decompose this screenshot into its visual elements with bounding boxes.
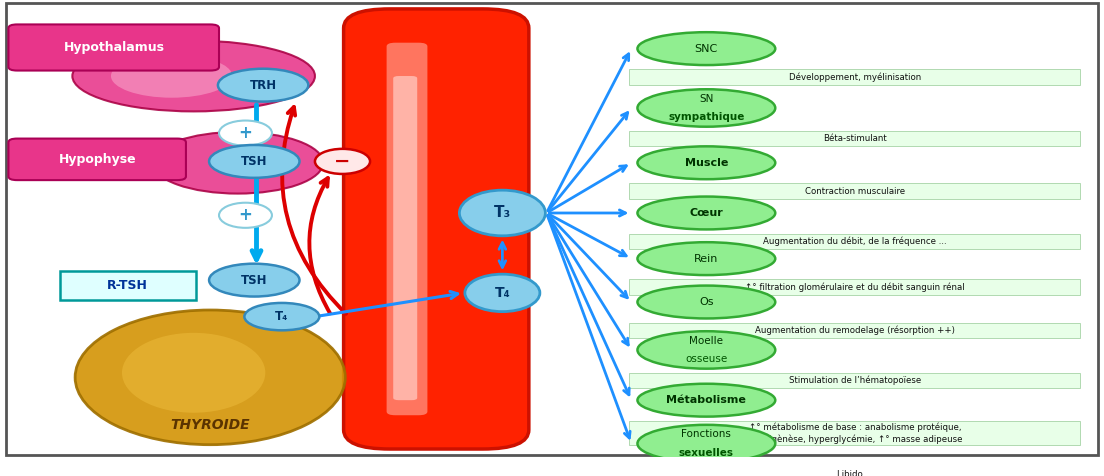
FancyBboxPatch shape bbox=[629, 183, 1080, 199]
Text: T₃: T₃ bbox=[493, 206, 511, 220]
Text: Stimulation de l’hématopoïese: Stimulation de l’hématopoïese bbox=[789, 376, 922, 385]
Text: Rein: Rein bbox=[694, 254, 719, 264]
Ellipse shape bbox=[152, 132, 323, 194]
Ellipse shape bbox=[315, 149, 370, 174]
Text: sympathique: sympathique bbox=[668, 112, 744, 122]
Text: T₄: T₄ bbox=[495, 286, 510, 300]
Text: TSH: TSH bbox=[241, 274, 267, 287]
Text: Libido ...: Libido ... bbox=[837, 470, 873, 476]
Text: sexuelles: sexuelles bbox=[679, 448, 734, 458]
FancyBboxPatch shape bbox=[629, 279, 1080, 295]
Ellipse shape bbox=[75, 310, 346, 445]
FancyBboxPatch shape bbox=[393, 76, 417, 400]
Ellipse shape bbox=[219, 120, 272, 146]
Text: Fonctions: Fonctions bbox=[681, 429, 731, 439]
Text: Hypothalamus: Hypothalamus bbox=[64, 41, 164, 54]
Text: Os: Os bbox=[699, 297, 713, 307]
Ellipse shape bbox=[637, 242, 775, 275]
Text: R-TSH: R-TSH bbox=[107, 279, 148, 292]
Text: +: + bbox=[238, 206, 253, 224]
Ellipse shape bbox=[637, 425, 775, 462]
Text: T₄: T₄ bbox=[275, 310, 288, 323]
Ellipse shape bbox=[637, 331, 775, 369]
Ellipse shape bbox=[73, 40, 315, 111]
Text: Augmentation du débit, de la fréquence ...: Augmentation du débit, de la fréquence .… bbox=[763, 237, 947, 246]
Text: Contraction musculaire: Contraction musculaire bbox=[805, 187, 905, 196]
FancyBboxPatch shape bbox=[61, 271, 195, 300]
Text: Moelle: Moelle bbox=[689, 336, 723, 346]
FancyBboxPatch shape bbox=[9, 139, 185, 180]
FancyBboxPatch shape bbox=[386, 43, 427, 415]
Ellipse shape bbox=[209, 145, 299, 178]
Text: ↑° métabolisme de base : anabolisme protéique,
calorigènèse, hyperglycémie, ↑° m: ↑° métabolisme de base : anabolisme prot… bbox=[749, 422, 963, 444]
Text: −: − bbox=[335, 152, 351, 171]
FancyBboxPatch shape bbox=[629, 234, 1080, 249]
FancyBboxPatch shape bbox=[9, 24, 219, 70]
Text: Augmentation du remodelage (résorption ++): Augmentation du remodelage (résorption +… bbox=[755, 326, 955, 335]
Text: Béta-stimulant: Béta-stimulant bbox=[824, 134, 888, 143]
FancyBboxPatch shape bbox=[629, 373, 1080, 388]
FancyBboxPatch shape bbox=[629, 421, 1080, 445]
Ellipse shape bbox=[637, 32, 775, 65]
Ellipse shape bbox=[637, 89, 775, 127]
Ellipse shape bbox=[112, 54, 232, 98]
Ellipse shape bbox=[465, 274, 540, 312]
FancyBboxPatch shape bbox=[629, 69, 1080, 85]
FancyBboxPatch shape bbox=[7, 3, 1097, 455]
FancyBboxPatch shape bbox=[343, 9, 529, 449]
Text: THYROIDE: THYROIDE bbox=[170, 418, 250, 432]
Ellipse shape bbox=[244, 303, 319, 330]
Ellipse shape bbox=[459, 190, 545, 236]
Ellipse shape bbox=[209, 264, 299, 297]
Text: TSH: TSH bbox=[241, 155, 267, 168]
Text: Muscle: Muscle bbox=[684, 158, 728, 168]
Text: TRH: TRH bbox=[250, 79, 277, 92]
FancyBboxPatch shape bbox=[629, 131, 1080, 146]
Text: Développement, myélinisation: Développement, myélinisation bbox=[789, 72, 922, 82]
Text: Métabolisme: Métabolisme bbox=[667, 395, 746, 405]
Text: SN: SN bbox=[699, 94, 713, 104]
Ellipse shape bbox=[637, 146, 775, 179]
Text: osseuse: osseuse bbox=[686, 354, 728, 364]
Text: SNC: SNC bbox=[694, 44, 718, 54]
FancyBboxPatch shape bbox=[629, 466, 1080, 476]
Ellipse shape bbox=[637, 384, 775, 416]
Text: Cœur: Cœur bbox=[690, 208, 723, 218]
Text: ↑° filtration glomérulaire et du débit sanguin rénal: ↑° filtration glomérulaire et du débit s… bbox=[745, 282, 965, 292]
Ellipse shape bbox=[219, 203, 272, 228]
Ellipse shape bbox=[217, 69, 308, 101]
FancyBboxPatch shape bbox=[629, 323, 1080, 338]
Ellipse shape bbox=[637, 286, 775, 318]
Ellipse shape bbox=[637, 197, 775, 229]
FancyArrowPatch shape bbox=[283, 107, 346, 314]
Ellipse shape bbox=[121, 333, 265, 413]
Text: Hypophyse: Hypophyse bbox=[59, 153, 137, 166]
Text: +: + bbox=[238, 124, 253, 142]
FancyArrowPatch shape bbox=[309, 178, 330, 313]
